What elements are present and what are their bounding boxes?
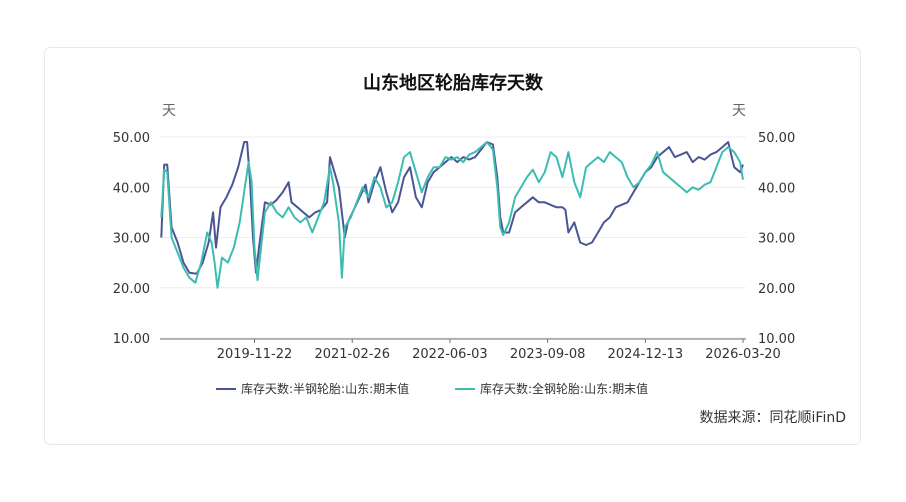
x-tick-label: 2024-12-13 <box>608 347 684 362</box>
y-unit-left: 天 <box>162 103 176 119</box>
y-tick-label-left: 40.00 <box>113 181 150 196</box>
x-tick-label: 2021-02-26 <box>314 347 390 362</box>
y-axis-right: 50.00 40.00 30.00 20.00 10.00 <box>758 131 795 347</box>
y-tick-label-right: 10.00 <box>758 332 795 347</box>
y-tick-label-left: 30.00 <box>113 232 150 247</box>
x-tick-label: 2022-06-03 <box>412 347 488 362</box>
legend[interactable]: 库存天数:半钢轮胎:山东:期末值 库存天数:全钢轮胎:山东:期末值 <box>216 381 648 396</box>
chart-card <box>44 47 861 445</box>
y-tick-label-right: 50.00 <box>758 131 795 146</box>
legend-label: 库存天数:半钢轮胎:山东:期末值 <box>241 381 409 396</box>
y-tick-label-left: 50.00 <box>113 131 150 146</box>
y-tick-label-left: 10.00 <box>113 332 150 347</box>
y-tick-label-right: 30.00 <box>758 232 795 247</box>
x-tick-label: 2023-09-08 <box>510 347 586 362</box>
grid <box>160 136 746 339</box>
y-tick-label-right: 40.00 <box>758 181 795 196</box>
y-unit-right: 天 <box>732 103 746 119</box>
chart-title: 山东地区轮胎库存天数 <box>363 72 544 94</box>
legend-item-2[interactable]: 库存天数:全钢轮胎:山东:期末值 <box>455 381 648 396</box>
y-tick-label-left: 20.00 <box>113 282 150 297</box>
x-axis: 2019-11-22 2021-02-26 2022-06-03 2023-09-08… <box>160 338 781 362</box>
series-group <box>160 141 744 289</box>
legend-item-1[interactable]: 库存天数:半钢轮胎:山东:期末值 <box>216 381 409 396</box>
data-source: 数据来源：同花顺iFinD <box>700 410 846 426</box>
legend-label: 库存天数:全钢轮胎:山东:期末值 <box>480 381 648 396</box>
series-line-2[interactable] <box>160 141 744 289</box>
x-tick-label: 2026-03-20 <box>705 347 781 362</box>
x-tick-label: 2019-11-22 <box>217 347 293 362</box>
y-axis-left: 50.00 40.00 30.00 20.00 10.00 <box>113 131 150 347</box>
y-tick-label-right: 20.00 <box>758 282 795 297</box>
